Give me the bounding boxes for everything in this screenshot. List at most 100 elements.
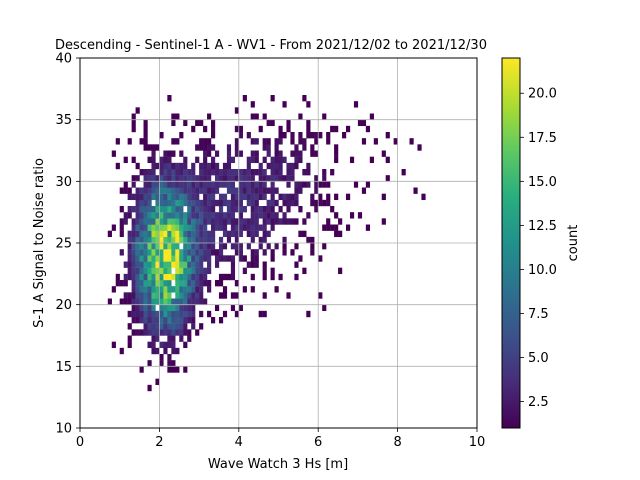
histogram-bin [266, 230, 271, 238]
histogram-bin [179, 236, 184, 244]
histogram-bin [191, 206, 196, 213]
histogram-bin [187, 230, 192, 238]
histogram-bin [159, 199, 164, 207]
histogram-bin [302, 218, 307, 225]
histogram-bin [334, 212, 339, 219]
histogram-bin [254, 261, 259, 268]
histogram-bin [310, 144, 315, 151]
histogram-bin [187, 199, 192, 207]
histogram-bin [246, 218, 251, 225]
histogram-bin [214, 255, 220, 262]
histogram-bin [151, 323, 156, 330]
histogram-bin [199, 206, 204, 213]
histogram-bin [111, 286, 116, 293]
histogram-bin [155, 193, 160, 201]
histogram-bin [207, 199, 212, 207]
histogram-bin [151, 150, 156, 157]
histogram-bin [155, 298, 160, 305]
histogram-bin [135, 249, 140, 256]
histogram-bin [207, 249, 212, 256]
histogram-bin [203, 169, 208, 176]
histogram-bin [334, 125, 339, 133]
histogram-bin [187, 286, 192, 293]
histogram-bin [278, 138, 283, 145]
histogram-bin [131, 280, 136, 287]
histogram-bin [119, 187, 124, 194]
histogram-bin [147, 156, 152, 164]
histogram-bin [139, 286, 144, 293]
histogram-bin [167, 329, 172, 336]
histogram-bin [143, 249, 148, 256]
histogram-bin [318, 292, 323, 299]
histogram-bin [298, 181, 303, 188]
histogram-bin [139, 212, 144, 219]
histogram-bin [131, 113, 136, 120]
histogram-bin [159, 249, 164, 256]
x-tick-label: 6 [314, 435, 322, 450]
histogram-bin [151, 156, 156, 164]
histogram-bin [159, 187, 164, 194]
histogram-bin [278, 218, 283, 225]
histogram-bin [175, 138, 180, 145]
histogram-bin [282, 199, 287, 207]
histogram-bin [159, 212, 164, 219]
histogram-bin [131, 224, 136, 231]
histogram-bin [171, 261, 176, 268]
histogram-bin [286, 162, 291, 170]
histogram-bin [139, 187, 144, 194]
histogram-bin [310, 243, 315, 250]
histogram-bin [183, 218, 188, 225]
histogram-bin [222, 243, 228, 250]
histogram-bin [179, 329, 184, 336]
histogram-bin [207, 144, 212, 151]
histogram-bin [262, 206, 267, 213]
histogram-bin [163, 169, 168, 176]
histogram-bin [266, 175, 271, 182]
histogram-bin [171, 329, 176, 336]
histogram-bin [334, 230, 339, 238]
histogram-bin [238, 304, 243, 312]
histogram-bin [135, 298, 140, 305]
histogram-bin [290, 162, 295, 170]
histogram-bin [167, 95, 172, 102]
histogram-bin [286, 175, 291, 182]
histogram-bin [409, 138, 414, 145]
histogram-bin [135, 292, 140, 299]
histogram-bin [270, 193, 275, 201]
histogram-bin [214, 249, 220, 256]
histogram-bin [151, 144, 156, 151]
histogram-bin [262, 249, 267, 256]
histogram-bin [151, 280, 156, 287]
histogram-bin [270, 95, 275, 102]
histogram-bin [131, 292, 136, 299]
histogram-bin [195, 249, 200, 256]
histogram-bin [234, 193, 239, 201]
histogram-bin [131, 261, 136, 268]
histogram-bin [274, 187, 279, 194]
histogram-bin [159, 310, 164, 318]
histogram-bin [171, 335, 176, 342]
histogram-bin [191, 298, 196, 305]
histogram-bin [234, 199, 239, 207]
histogram-bin [123, 181, 128, 188]
histogram-bin [334, 144, 339, 151]
histogram-bin [147, 341, 152, 349]
histogram-bin [123, 156, 128, 164]
histogram-bin [171, 341, 176, 349]
histogram-bin [290, 249, 295, 256]
histogram-bin [151, 273, 156, 281]
histogram-bin [270, 218, 275, 225]
histogram-bin [191, 193, 196, 201]
histogram-bin [199, 249, 204, 256]
histogram-bin [191, 317, 196, 324]
histogram-bin [139, 292, 144, 299]
histogram-bin [211, 181, 216, 188]
histogram-bin [155, 323, 160, 330]
histogram-bin [211, 132, 216, 139]
histogram-bin [139, 273, 144, 281]
histogram-bin [290, 193, 295, 201]
histogram-bin [183, 236, 188, 244]
histogram-bin [191, 304, 196, 312]
histogram-bin [131, 286, 136, 293]
